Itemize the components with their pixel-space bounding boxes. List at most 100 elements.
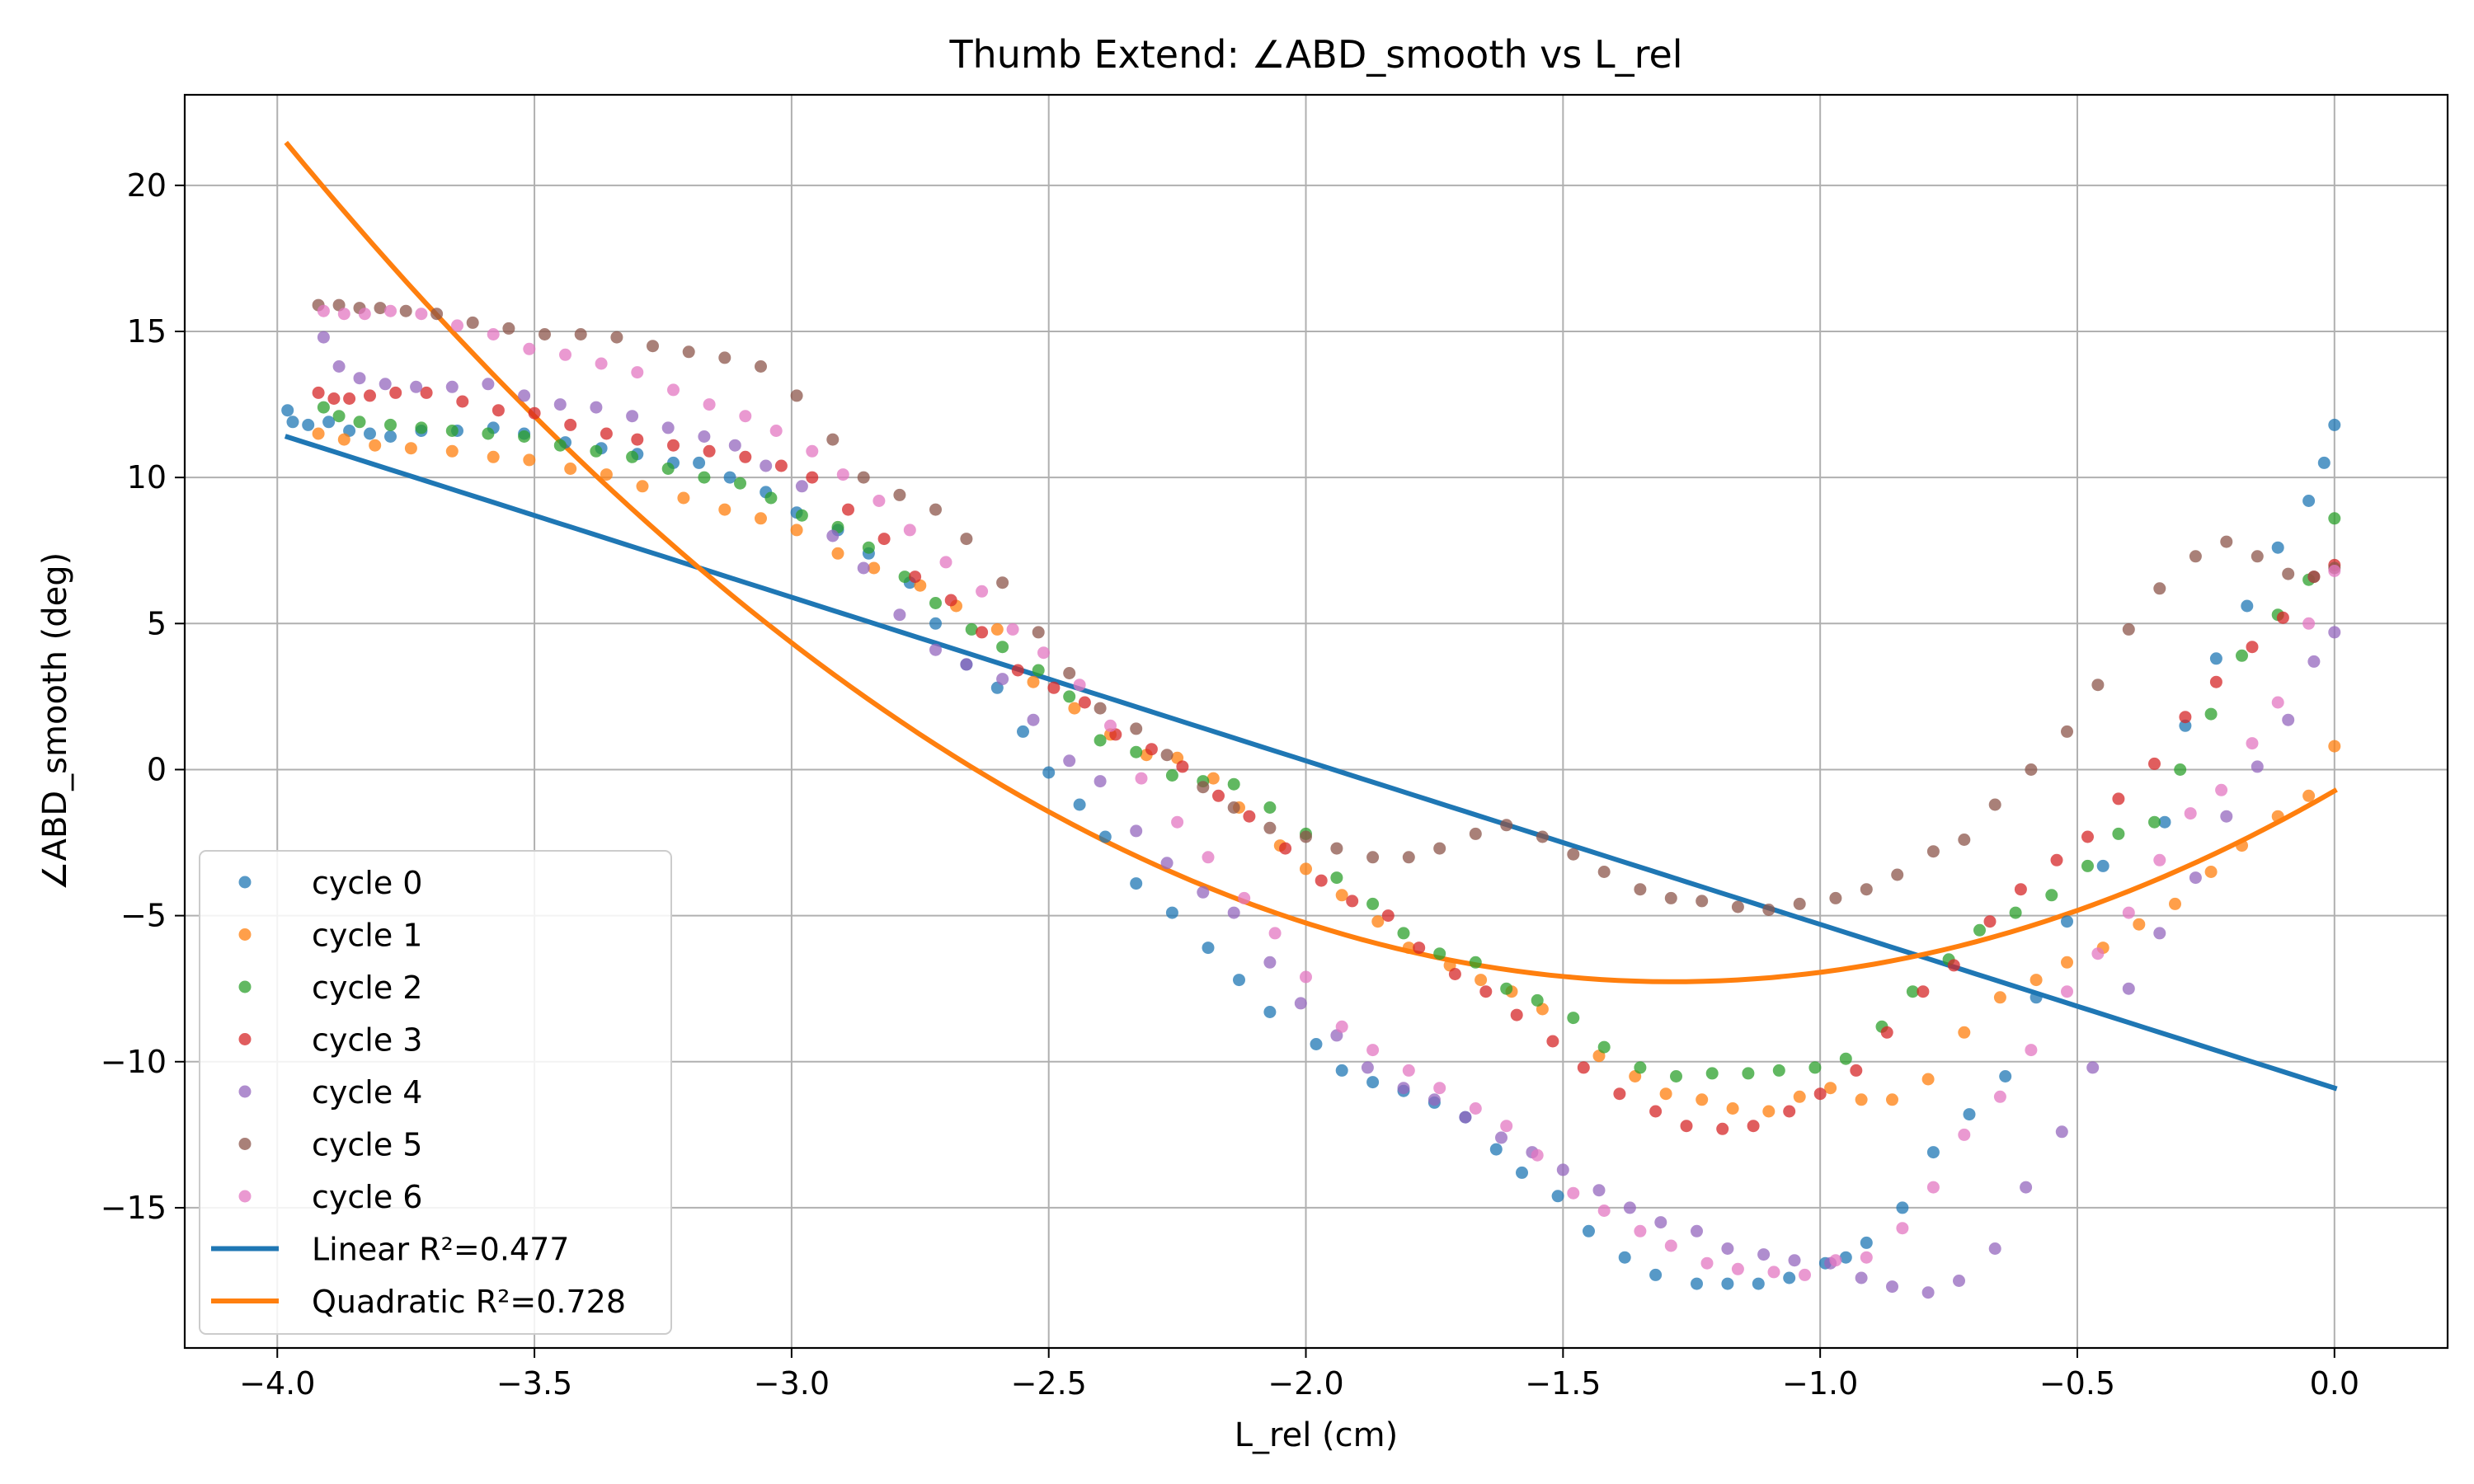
point-cycle-0: [281, 404, 294, 417]
point-cycle-2: [795, 509, 808, 522]
point-cycle-3: [312, 386, 325, 399]
point-cycle-2: [734, 477, 746, 490]
point-cycle-4: [1592, 1184, 1606, 1197]
point-cycle-0: [1783, 1271, 1796, 1284]
point-cycle-6: [1664, 1239, 1677, 1252]
point-cycle-5: [1664, 891, 1677, 904]
point-cycle-4: [518, 389, 531, 402]
point-cycle-5: [574, 328, 587, 340]
point-cycle-3: [1315, 874, 1328, 887]
point-cycle-6: [1469, 1102, 1482, 1115]
point-cycle-2: [1500, 982, 1513, 995]
point-cycle-1: [1659, 1087, 1672, 1101]
point-cycle-5: [399, 304, 412, 317]
point-cycle-5: [2251, 550, 2264, 563]
point-cycle-6: [1926, 1181, 1940, 1194]
point-cycle-2: [1742, 1067, 1755, 1080]
point-cycle-3: [1078, 696, 1091, 709]
point-cycle-6: [1799, 1268, 1811, 1281]
point-cycle-2: [2112, 827, 2125, 840]
quadratic-fit-line: [284, 140, 2338, 984]
point-cycle-0: [1860, 1236, 1873, 1249]
point-cycle-0: [2158, 815, 2171, 829]
point-cycle-4: [626, 410, 639, 423]
x-axis-label: L_rel (cm): [1235, 1416, 1398, 1454]
point-cycle-4: [1459, 1111, 1472, 1124]
point-cycle-0: [1489, 1143, 1503, 1156]
point-cycle-5: [1860, 883, 1873, 896]
point-cycle-6: [1006, 622, 1019, 636]
point-cycle-2: [1063, 690, 1076, 703]
point-cycle-5: [1160, 749, 1174, 762]
point-cycle-3: [2209, 675, 2222, 688]
point-cycle-4: [1361, 1061, 1374, 1074]
point-cycle-3: [976, 626, 989, 639]
point-cycle-4: [1691, 1224, 1703, 1237]
point-cycle-3: [1577, 1061, 1590, 1074]
point-cycle-1: [1206, 772, 1220, 785]
point-cycle-1: [564, 463, 577, 475]
legend-marker: [238, 980, 252, 993]
point-cycle-2: [1597, 1040, 1611, 1054]
point-cycle-6: [317, 304, 330, 317]
point-cycle-3: [1413, 942, 1426, 955]
point-cycle-4: [1197, 885, 1210, 899]
point-cycle-1: [2328, 740, 2341, 753]
point-cycle-2: [698, 471, 711, 484]
point-cycle-3: [389, 386, 402, 399]
point-cycle-6: [1993, 1090, 2006, 1103]
point-cycle-3: [528, 406, 541, 420]
point-cycle-2: [482, 427, 495, 440]
point-cycle-3: [631, 433, 644, 446]
point-cycle-5: [2282, 567, 2295, 580]
point-cycle-6: [1896, 1222, 1909, 1235]
point-cycle-0: [2271, 541, 2284, 554]
x-tick-label: −3.0: [754, 1365, 830, 1402]
point-cycle-1: [2302, 789, 2316, 802]
point-cycle-6: [1300, 970, 1312, 984]
point-cycle-3: [2014, 883, 2027, 896]
point-cycle-0: [1516, 1166, 1528, 1179]
point-cycle-5: [430, 308, 444, 321]
point-cycle-2: [415, 421, 428, 434]
point-cycle-4: [1757, 1248, 1771, 1261]
point-cycle-1: [1762, 1105, 1776, 1118]
point-cycle-5: [2189, 550, 2202, 563]
point-cycle-1: [2061, 956, 2073, 969]
y-axis-label: ∠ABD_smooth (deg): [36, 552, 74, 891]
point-cycle-5: [2122, 622, 2135, 636]
point-cycle-0: [1618, 1251, 1631, 1264]
point-cycle-4: [795, 480, 808, 493]
point-cycle-4: [698, 430, 711, 443]
legend-marker: [238, 1138, 252, 1150]
point-cycle-3: [1176, 760, 1189, 773]
point-cycle-2: [590, 444, 603, 458]
point-cycle-4: [960, 658, 973, 671]
y-tick-label: 5: [147, 605, 167, 641]
point-cycle-6: [1335, 1020, 1348, 1033]
point-cycle-4: [1654, 1216, 1667, 1229]
point-cycle-3: [1243, 810, 1256, 823]
point-cycle-5: [1433, 842, 1446, 855]
point-cycle-3: [2179, 711, 2192, 724]
point-cycle-3: [1783, 1105, 1796, 1118]
point-cycle-6: [415, 308, 428, 321]
point-cycle-6: [1202, 851, 1215, 864]
point-cycle-5: [2025, 763, 2038, 776]
fit-lines: [284, 140, 2338, 1092]
point-cycle-0: [1073, 798, 1086, 811]
point-cycle-2: [2204, 707, 2218, 721]
point-cycle-1: [1726, 1102, 1739, 1115]
point-cycle-2: [1634, 1061, 1647, 1074]
point-cycle-0: [1752, 1277, 1765, 1290]
point-cycle-1: [677, 491, 690, 505]
point-cycle-3: [842, 503, 854, 516]
y-tick-label: −5: [120, 898, 167, 934]
point-cycle-1: [1886, 1093, 1898, 1106]
point-cycle-6: [1037, 646, 1050, 660]
point-cycle-6: [1500, 1120, 1513, 1133]
point-cycle-5: [1263, 821, 1277, 834]
point-cycle-4: [1427, 1093, 1441, 1106]
legend: cycle 0 cycle 1 cycle 2 cycle 3 cycle 4 cycle…: [199, 850, 672, 1335]
point-cycle-5: [1958, 834, 1971, 846]
